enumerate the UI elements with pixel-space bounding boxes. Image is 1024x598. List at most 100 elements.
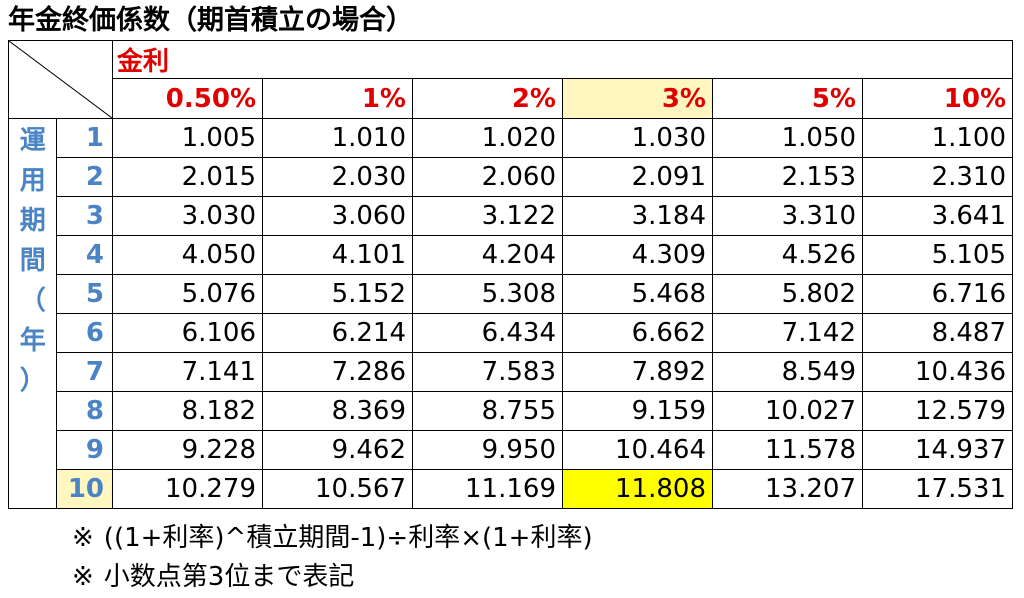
precision-note: ※ 小数点第3位まで表記 [72, 560, 354, 594]
value-cell: 6.106 [112, 313, 263, 353]
value-cell: 4.050 [112, 235, 263, 275]
value-cell: 10.436 [862, 352, 1013, 392]
precision-text: 小数点第3位まで表記 [103, 562, 355, 592]
rate-header-row: 0.50% 1% 2% 3% 5% 10% [9, 78, 1013, 119]
period-label: 運用期間 （ 年 ） [7, 118, 58, 509]
value-cell: 3.060 [262, 196, 413, 236]
value-cell: 8.549 [712, 352, 863, 392]
value-cell: 5.105 [862, 235, 1013, 275]
rate-header: 5% [712, 78, 863, 119]
value-cell: 6.662 [562, 313, 713, 353]
value-cell: 8.487 [862, 313, 1013, 353]
rate-label: 金利 [112, 39, 1013, 80]
table-row: 2 2.015 2.030 2.060 2.091 2.153 2.310 [9, 157, 1013, 197]
value-cell: 11.169 [412, 469, 563, 509]
period-label-char: ） [19, 366, 46, 396]
year-cell: 10 [56, 469, 113, 509]
value-cell: 2.153 [712, 157, 863, 197]
value-cell: 14.937 [862, 430, 1013, 470]
value-cell: 10.567 [262, 469, 413, 509]
formula-text: ((1+利率)^積立期間-1)÷利率×(1+利率) [103, 523, 593, 553]
year-cell: 5 [56, 274, 113, 314]
value-cell: 1.020 [412, 118, 563, 158]
value-cell: 7.583 [412, 352, 563, 392]
rate-header: 0.50% [112, 78, 263, 119]
value-cell: 7.142 [712, 313, 863, 353]
value-cell: 4.101 [262, 235, 413, 275]
table-row: 10 10.279 10.567 11.169 11.808 13.207 17.531 [9, 469, 1013, 509]
value-cell: 12.579 [862, 391, 1013, 431]
value-cell: 3.184 [562, 196, 713, 236]
note-mark: ※ [72, 523, 94, 553]
value-cell: 1.030 [562, 118, 713, 158]
table-row: 8 8.182 8.369 8.755 9.159 10.027 12.579 [9, 391, 1013, 431]
period-label-char: （ [19, 286, 46, 316]
period-label-char: 期 [19, 206, 46, 236]
value-cell: 2.030 [262, 157, 413, 197]
period-label-char: 用 [19, 166, 46, 196]
formula-note: ※ ((1+利率)^積立期間-1)÷利率×(1+利率) [72, 521, 593, 555]
annuity-factor-table: 金利 0.50% 1% 2% 3% 5% 10% 運用期間（年） 1 1.005 1.010 1.… [7, 39, 1013, 509]
value-cell: 2.060 [412, 157, 563, 197]
year-cell: 2 [56, 157, 113, 197]
value-cell: 13.207 [712, 469, 863, 509]
page-title: 年金終価係数（期首積立の場合） [8, 5, 413, 36]
rate-header: 3% [562, 78, 713, 119]
value-cell: 1.005 [112, 118, 263, 158]
period-label-char: 運 [19, 126, 46, 156]
year-cell: 8 [56, 391, 113, 431]
year-cell: 3 [56, 196, 113, 236]
year-cell: 4 [56, 235, 113, 275]
value-cell: 7.141 [112, 352, 263, 392]
value-cell: 8.755 [412, 391, 563, 431]
value-cell: 6.434 [412, 313, 563, 353]
period-label-char: 間 [19, 246, 46, 276]
table-row: 4 4.050 4.101 4.204 4.309 4.526 5.105 [9, 235, 1013, 275]
value-cell: 1.010 [262, 118, 413, 158]
value-cell: 10.027 [712, 391, 863, 431]
value-cell: 5.076 [112, 274, 263, 314]
corner-diagonal-cell [8, 40, 113, 119]
table-body: 金利 0.50% 1% 2% 3% 5% 10% 運用期間（年） 1 1.005 1.010 1.… [7, 39, 1013, 509]
value-cell: 9.462 [262, 430, 413, 470]
value-cell: 10.464 [562, 430, 713, 470]
value-cell: 5.308 [412, 274, 563, 314]
note-mark: ※ [72, 562, 94, 592]
table-row: 運用期間 （ 年 ） 1 1.005 1.010 1.020 1.030 1.050 1.100 [7, 118, 1013, 509]
value-cell: 3.122 [412, 196, 563, 236]
value-cell: 9.228 [112, 430, 263, 470]
value-cell: 8.369 [262, 391, 413, 431]
period-label-char: 年 [19, 326, 46, 356]
rate-header: 2% [412, 78, 563, 119]
table-row: 3 3.030 3.060 3.122 3.184 3.310 3.641 [9, 196, 1013, 236]
highlighted-value-cell: 11.808 [562, 469, 713, 509]
value-cell: 4.526 [712, 235, 863, 275]
value-cell: 8.182 [112, 391, 263, 431]
value-cell: 6.716 [862, 274, 1013, 314]
year-cell: 7 [56, 352, 113, 392]
year-cell: 9 [56, 430, 113, 470]
rate-label-row: 金利 [8, 39, 1013, 119]
value-cell: 2.310 [862, 157, 1013, 197]
value-cell: 9.159 [562, 391, 713, 431]
value-cell: 11.578 [712, 430, 863, 470]
value-cell: 3.641 [862, 196, 1013, 236]
value-cell: 4.309 [562, 235, 713, 275]
value-cell: 6.214 [262, 313, 413, 353]
value-cell: 1.100 [862, 118, 1013, 158]
value-cell: 9.950 [412, 430, 563, 470]
table-row: 9 9.228 9.462 9.950 10.464 11.578 14.937 [9, 430, 1013, 470]
value-cell: 5.468 [562, 274, 713, 314]
value-cell: 7.286 [262, 352, 413, 392]
value-cell: 5.802 [712, 274, 863, 314]
value-cell: 2.015 [112, 157, 263, 197]
value-cell: 17.531 [862, 469, 1013, 509]
value-cell: 3.310 [712, 196, 863, 236]
value-cell: 5.152 [262, 274, 413, 314]
table-row: 5 5.076 5.152 5.308 5.468 5.802 6.716 [9, 274, 1013, 314]
rate-header: 10% [862, 78, 1013, 119]
year-cell: 6 [56, 313, 113, 353]
year-cell: 1 [56, 118, 113, 158]
table-row: 6 6.106 6.214 6.434 6.662 7.142 8.487 [9, 313, 1013, 353]
value-cell: 3.030 [112, 196, 263, 236]
